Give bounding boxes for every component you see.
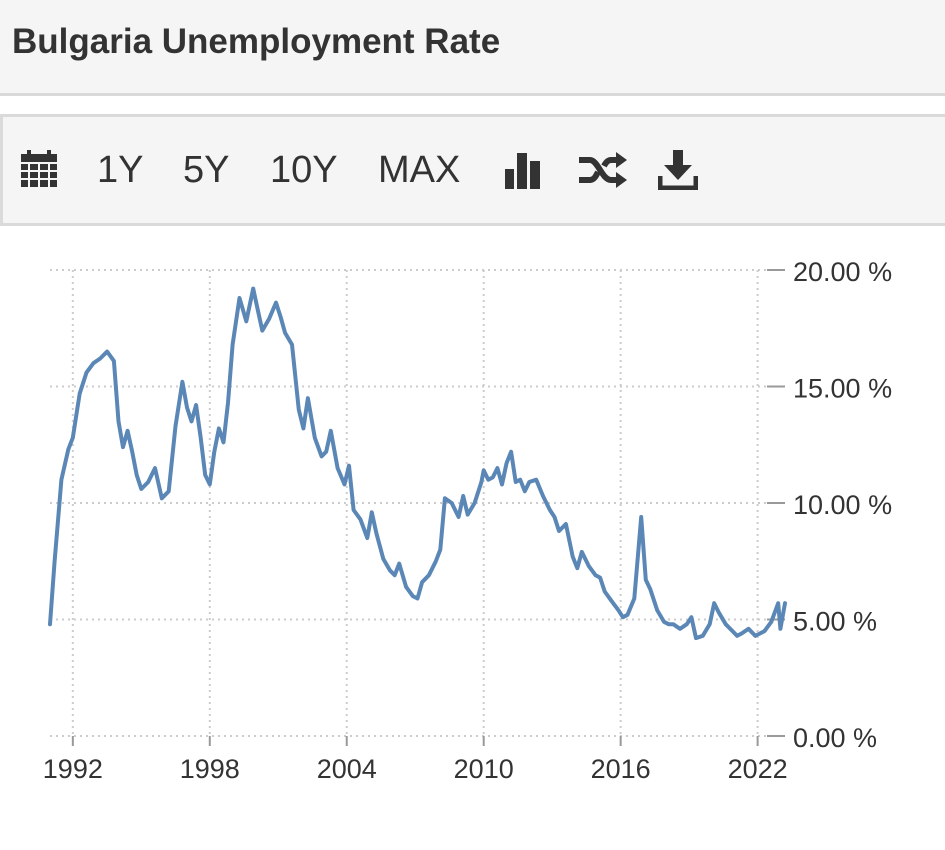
unemployment-line-chart: 0.00 % 5.00 % 10.00 % 15.00 % 20.00 % 1992 199… <box>43 257 892 784</box>
chart-toolbar: 1Y 5Y 10Y MAX <box>0 114 945 226</box>
x-tick-label: 2004 <box>317 754 377 784</box>
page-title: Bulgaria Unemployment Rate <box>12 22 501 61</box>
y-tick-label: 0.00 % <box>793 723 877 753</box>
calendar-icon <box>21 150 57 187</box>
x-tick-label: 1992 <box>43 754 103 784</box>
shuffle-icon <box>579 152 627 188</box>
x-tick-label: 1998 <box>180 754 240 784</box>
x-tick-label: 2016 <box>591 754 651 784</box>
range-max-button[interactable]: MAX <box>378 117 460 223</box>
range-1y-button[interactable]: 1Y <box>97 117 143 223</box>
y-tick-label: 15.00 % <box>793 374 892 404</box>
download-icon <box>658 150 698 190</box>
bar-chart-icon <box>505 153 540 189</box>
compare-button[interactable] <box>578 117 628 223</box>
title-bar: Bulgaria Unemployment Rate <box>0 0 945 96</box>
range-max-label: MAX <box>378 148 461 191</box>
range-5y-button[interactable]: 5Y <box>183 117 229 223</box>
chart-type-button[interactable] <box>502 117 544 223</box>
y-tick-label: 20.00 % <box>793 257 892 287</box>
x-tick-label: 2022 <box>728 754 788 784</box>
download-button[interactable] <box>658 117 698 223</box>
range-5y-label: 5Y <box>183 148 230 191</box>
chart-area: 0.00 % 5.00 % 10.00 % 15.00 % 20.00 % 1992 199… <box>0 240 945 800</box>
x-tick-label: 2010 <box>454 754 514 784</box>
y-tick-label: 10.00 % <box>793 490 892 520</box>
range-1y-label: 1Y <box>97 148 144 191</box>
series-line <box>48 286 787 641</box>
range-10y-button[interactable]: 10Y <box>270 117 338 223</box>
y-tick-label: 5.00 % <box>793 607 877 637</box>
range-10y-label: 10Y <box>270 148 338 191</box>
calendar-button[interactable] <box>20 117 58 223</box>
